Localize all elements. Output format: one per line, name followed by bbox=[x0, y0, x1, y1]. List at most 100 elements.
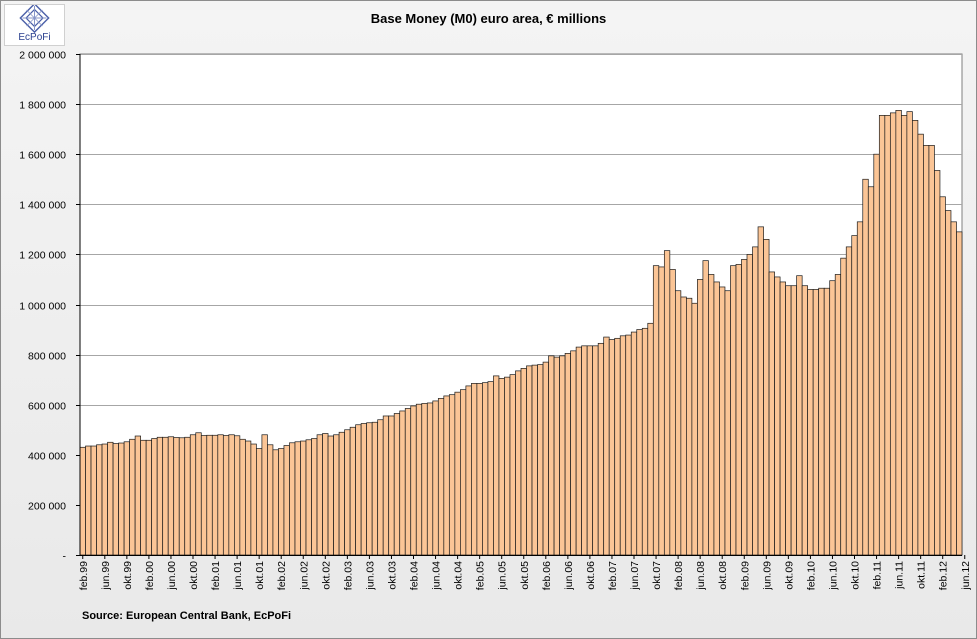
y-tick-label: 1 400 000 bbox=[19, 200, 66, 212]
bar bbox=[840, 257, 847, 556]
bar bbox=[448, 394, 456, 556]
bar bbox=[901, 115, 908, 556]
bar bbox=[581, 345, 588, 556]
bar bbox=[697, 279, 704, 556]
bar bbox=[234, 435, 241, 556]
x-tick-label: feb.02 bbox=[276, 561, 288, 590]
bar bbox=[415, 403, 423, 556]
bar bbox=[327, 435, 334, 556]
bar bbox=[123, 441, 130, 556]
y-axis-ticks: - 200 000 400 000 600 000 800 000 1 000 000 1 … bbox=[19, 50, 80, 563]
x-tick-label: feb.12 bbox=[938, 561, 950, 590]
bar bbox=[101, 443, 108, 556]
bar bbox=[112, 443, 119, 556]
bar bbox=[465, 385, 472, 556]
bar bbox=[564, 353, 571, 556]
x-tick-label: jun.12 bbox=[960, 561, 972, 591]
logo-text: EcPoFi bbox=[18, 32, 51, 43]
bar bbox=[189, 434, 197, 556]
x-tick-label: feb.00 bbox=[144, 561, 156, 590]
bar bbox=[768, 271, 775, 556]
bar bbox=[724, 290, 731, 556]
bar bbox=[504, 376, 511, 556]
bar bbox=[156, 436, 164, 556]
bar bbox=[173, 437, 180, 556]
bar bbox=[548, 355, 555, 556]
bar bbox=[140, 439, 147, 556]
bar bbox=[178, 437, 186, 556]
bar bbox=[79, 446, 86, 556]
axes bbox=[79, 54, 962, 556]
bar bbox=[663, 250, 671, 556]
bar bbox=[300, 440, 307, 556]
bar bbox=[426, 402, 434, 556]
bar bbox=[619, 335, 627, 556]
x-tick-label: okt.08 bbox=[717, 561, 729, 590]
bar bbox=[779, 281, 786, 556]
x-tick-label: jun.08 bbox=[695, 561, 707, 591]
bar bbox=[493, 375, 500, 556]
bar bbox=[421, 403, 428, 556]
y-tick-label: 400 000 bbox=[28, 451, 66, 463]
bar bbox=[834, 274, 842, 556]
x-tick-label: okt.99 bbox=[122, 561, 134, 590]
bar bbox=[730, 265, 737, 556]
x-tick-label: feb.06 bbox=[541, 561, 553, 590]
bar bbox=[200, 435, 208, 556]
bar bbox=[823, 287, 831, 556]
x-tick-label: feb.01 bbox=[210, 561, 222, 590]
bar bbox=[553, 356, 560, 556]
x-tick-label: feb.04 bbox=[409, 561, 421, 590]
bar bbox=[211, 434, 219, 556]
bar bbox=[278, 448, 285, 556]
bar bbox=[322, 433, 329, 556]
x-tick-label: okt.05 bbox=[519, 561, 531, 590]
y-tick-label: 2 000 000 bbox=[19, 50, 66, 62]
bar bbox=[895, 110, 902, 556]
x-tick-label: okt.10 bbox=[850, 561, 862, 590]
bar bbox=[608, 339, 616, 556]
x-tick-label: okt.01 bbox=[254, 561, 266, 590]
bar bbox=[498, 378, 505, 556]
bar bbox=[674, 290, 682, 556]
bar bbox=[129, 438, 136, 556]
bar bbox=[923, 145, 930, 556]
bar bbox=[272, 449, 279, 556]
bar bbox=[719, 286, 726, 556]
bar bbox=[586, 345, 594, 556]
bar bbox=[305, 439, 312, 556]
bar bbox=[746, 254, 753, 556]
bar bbox=[267, 444, 274, 556]
bar bbox=[636, 329, 643, 556]
bar bbox=[603, 336, 610, 556]
bar bbox=[515, 370, 522, 556]
bar bbox=[686, 297, 693, 556]
bar bbox=[90, 445, 97, 556]
bar bbox=[862, 178, 869, 556]
bar bbox=[526, 365, 533, 556]
bar bbox=[410, 405, 417, 556]
bar bbox=[785, 285, 792, 556]
y-tick-label: 200 000 bbox=[28, 501, 66, 513]
x-tick-label: feb.99 bbox=[78, 561, 90, 590]
bar bbox=[509, 374, 516, 556]
bar bbox=[680, 296, 687, 556]
bar bbox=[256, 448, 263, 556]
bar bbox=[437, 398, 445, 556]
bar bbox=[867, 186, 875, 556]
bar bbox=[630, 331, 638, 556]
bar bbox=[482, 382, 489, 556]
bar bbox=[333, 434, 340, 556]
x-tick-label: okt.04 bbox=[453, 561, 465, 590]
x-tick-label: okt.02 bbox=[320, 561, 332, 590]
bar bbox=[928, 145, 935, 556]
logo-diamond-icon bbox=[19, 2, 50, 34]
bar bbox=[845, 246, 853, 556]
x-tick-label: okt.03 bbox=[387, 561, 399, 590]
x-tick-label: jun.06 bbox=[563, 561, 575, 591]
bar bbox=[388, 415, 395, 556]
bar bbox=[377, 419, 384, 556]
x-tick-label: jun.01 bbox=[232, 561, 244, 591]
bar bbox=[752, 246, 759, 556]
